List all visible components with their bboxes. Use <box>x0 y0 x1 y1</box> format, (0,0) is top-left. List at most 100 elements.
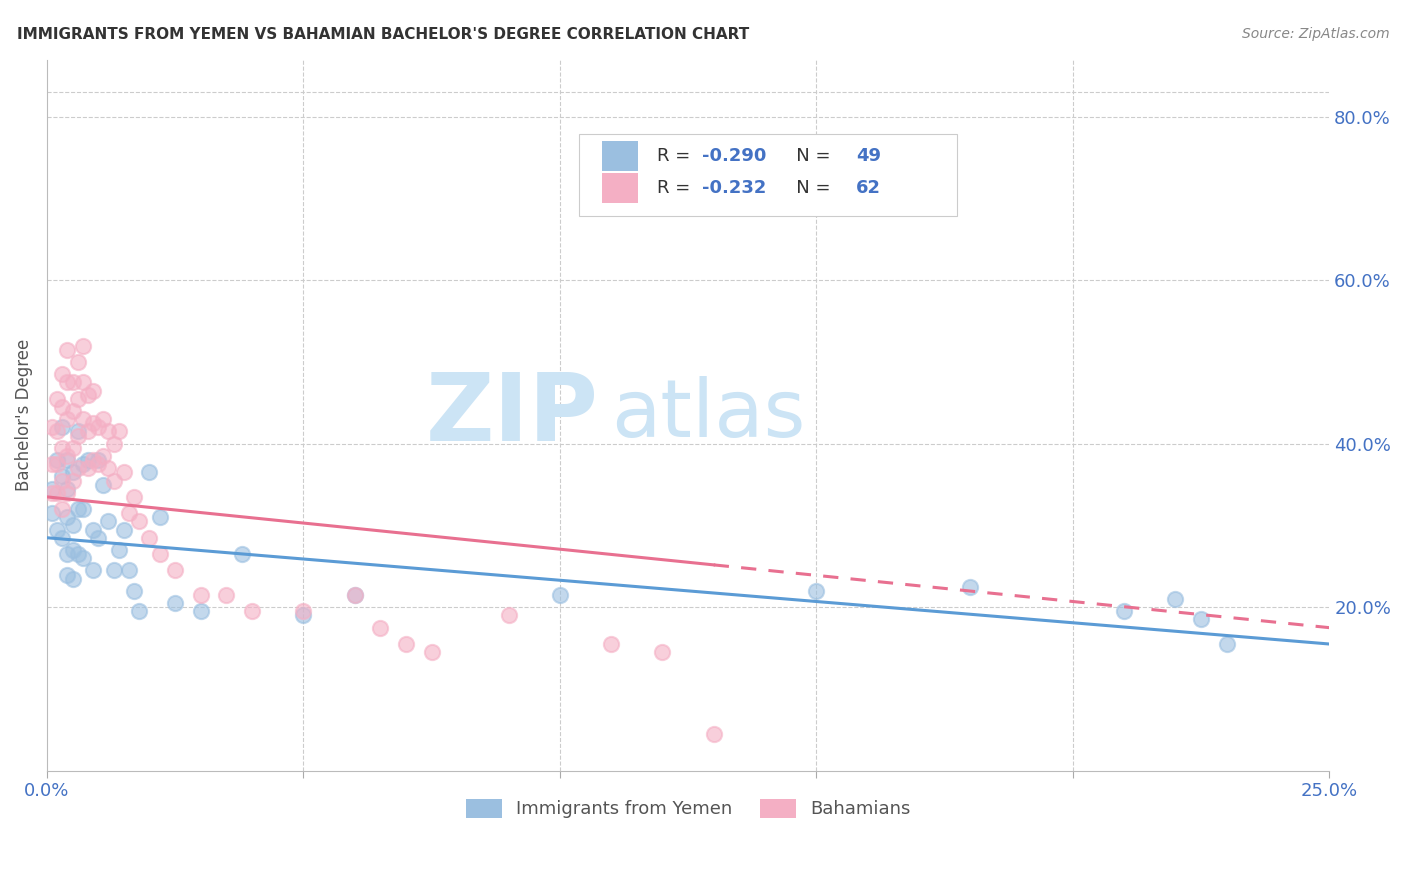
Text: 49: 49 <box>856 146 882 165</box>
Point <box>91 412 114 426</box>
Text: N =: N = <box>779 178 837 196</box>
Point <box>87 420 110 434</box>
Point <box>51 502 73 516</box>
Point <box>107 425 129 439</box>
Bar <box>602 141 638 170</box>
Point <box>1164 592 1187 607</box>
Point <box>77 425 100 439</box>
Point <box>46 425 69 439</box>
Point <box>62 441 84 455</box>
Point <box>97 515 120 529</box>
Text: ZIP: ZIP <box>426 369 599 461</box>
Point <box>66 547 89 561</box>
Text: Source: ZipAtlas.com: Source: ZipAtlas.com <box>1241 27 1389 41</box>
Point <box>149 510 172 524</box>
Point <box>46 485 69 500</box>
FancyBboxPatch shape <box>579 135 957 216</box>
Text: R =: R = <box>657 146 696 165</box>
Point <box>51 420 73 434</box>
Point <box>56 343 79 357</box>
Point <box>62 404 84 418</box>
Point <box>112 466 135 480</box>
Point <box>240 604 263 618</box>
Point <box>56 482 79 496</box>
Point <box>122 490 145 504</box>
Point <box>62 572 84 586</box>
Point <box>72 502 94 516</box>
Point <box>72 339 94 353</box>
Point <box>82 564 104 578</box>
Point <box>97 425 120 439</box>
Point <box>118 506 141 520</box>
Point <box>72 412 94 426</box>
Point <box>600 637 623 651</box>
Y-axis label: Bachelor's Degree: Bachelor's Degree <box>15 339 32 491</box>
Point <box>51 441 73 455</box>
Point <box>91 477 114 491</box>
Text: R =: R = <box>657 178 696 196</box>
Point <box>82 523 104 537</box>
Point <box>56 567 79 582</box>
Point <box>215 588 238 602</box>
Point <box>292 608 315 623</box>
Point <box>1215 637 1237 651</box>
Point <box>343 588 366 602</box>
Point <box>41 420 63 434</box>
Point <box>66 502 89 516</box>
Point <box>56 485 79 500</box>
Point <box>343 588 366 602</box>
Point <box>87 531 110 545</box>
Point <box>72 376 94 390</box>
Point <box>51 400 73 414</box>
Point <box>72 457 94 471</box>
Point <box>112 523 135 537</box>
Point <box>62 518 84 533</box>
Point <box>41 482 63 496</box>
Point <box>87 457 110 471</box>
Point <box>91 449 114 463</box>
Point <box>806 583 828 598</box>
Text: atlas: atlas <box>612 376 806 454</box>
Point <box>138 466 160 480</box>
Point <box>66 355 89 369</box>
Text: IMMIGRANTS FROM YEMEN VS BAHAMIAN BACHELOR'S DEGREE CORRELATION CHART: IMMIGRANTS FROM YEMEN VS BAHAMIAN BACHEL… <box>17 27 749 42</box>
Point <box>51 531 73 545</box>
Point <box>62 376 84 390</box>
Point <box>51 469 73 483</box>
Point <box>190 588 212 602</box>
Point <box>56 510 79 524</box>
Point <box>62 466 84 480</box>
Point <box>368 621 391 635</box>
Point <box>959 580 981 594</box>
Point <box>46 392 69 406</box>
Point <box>498 608 520 623</box>
Point <box>87 453 110 467</box>
Point <box>128 515 150 529</box>
Point <box>165 564 187 578</box>
Point <box>41 457 63 471</box>
Point <box>1189 612 1212 626</box>
Point <box>190 604 212 618</box>
Point <box>103 564 125 578</box>
Point <box>77 388 100 402</box>
Point <box>56 449 79 463</box>
Point <box>122 583 145 598</box>
Point <box>51 368 73 382</box>
Point <box>82 453 104 467</box>
Point <box>103 474 125 488</box>
Text: -0.290: -0.290 <box>702 146 766 165</box>
Point <box>231 547 253 561</box>
Point <box>66 428 89 442</box>
Point <box>41 485 63 500</box>
Point <box>107 543 129 558</box>
Point <box>72 551 94 566</box>
Point <box>51 474 73 488</box>
Point <box>62 543 84 558</box>
Point <box>82 384 104 398</box>
Point <box>82 417 104 431</box>
Bar <box>602 173 638 202</box>
Point <box>292 604 315 618</box>
Point <box>97 461 120 475</box>
Point <box>46 457 69 471</box>
Text: 62: 62 <box>856 178 882 196</box>
